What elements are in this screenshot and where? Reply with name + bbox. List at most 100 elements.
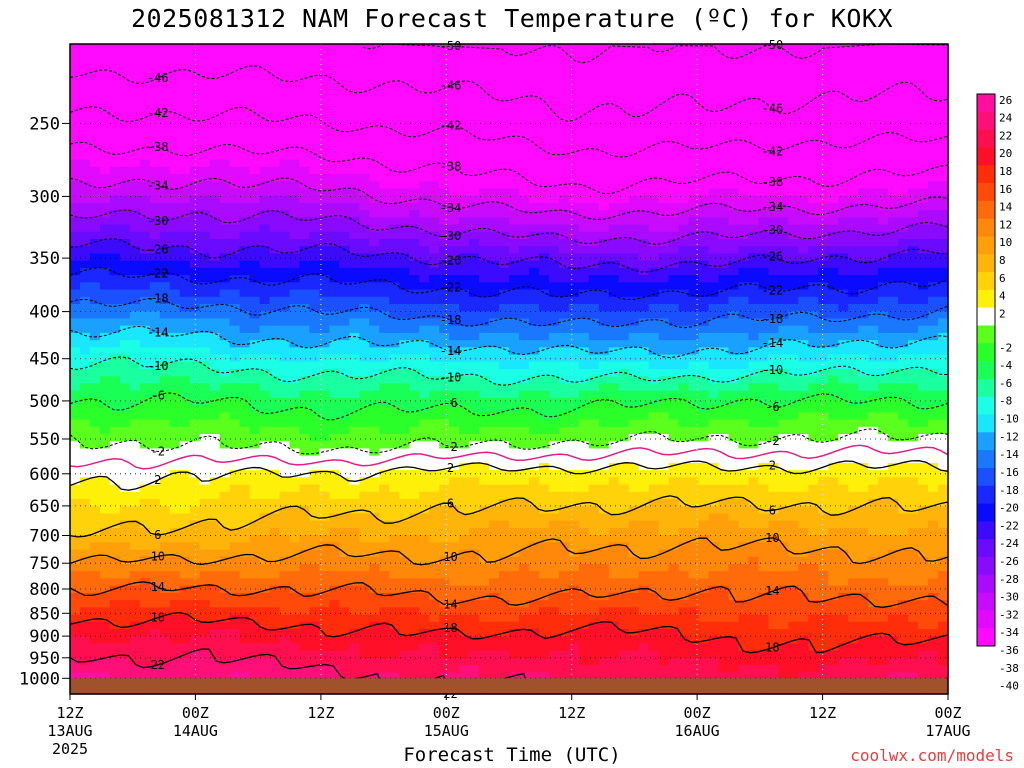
heatmap-cell bbox=[558, 484, 570, 493]
heatmap-cell bbox=[429, 174, 440, 182]
heatmap-cell bbox=[219, 419, 231, 428]
heatmap-cell bbox=[99, 202, 111, 211]
heatmap-cell bbox=[329, 549, 340, 558]
heatmap-cell bbox=[369, 116, 380, 125]
heatmap-cell bbox=[509, 585, 520, 594]
heatmap-cell bbox=[459, 527, 470, 536]
heatmap-cell bbox=[279, 455, 291, 464]
heatmap-cell bbox=[119, 58, 131, 67]
heatmap-cell bbox=[159, 51, 171, 60]
heatmap-cell bbox=[349, 650, 360, 659]
heatmap-cell bbox=[548, 311, 560, 320]
heatmap-cell bbox=[389, 195, 400, 204]
heatmap-cell bbox=[548, 51, 560, 60]
heatmap-cell bbox=[339, 477, 350, 486]
heatmap-cell bbox=[528, 246, 540, 255]
heatmap-cell bbox=[299, 325, 311, 334]
heatmap-cell bbox=[139, 477, 151, 486]
heatmap-cell bbox=[608, 152, 620, 161]
heatmap-cell bbox=[249, 80, 261, 88]
heatmap-cell bbox=[279, 607, 291, 616]
heatmap-cell bbox=[209, 470, 221, 478]
heatmap-cell bbox=[219, 621, 231, 630]
heatmap-cell bbox=[209, 571, 221, 580]
heatmap-cell bbox=[369, 470, 380, 478]
heatmap-cell bbox=[189, 174, 201, 182]
heatmap-cell bbox=[429, 340, 440, 348]
heatmap-cell bbox=[489, 390, 500, 399]
heatmap-cell bbox=[279, 657, 291, 666]
heatmap-cell bbox=[139, 116, 151, 125]
heatmap-cell bbox=[229, 80, 241, 88]
heatmap-cell bbox=[289, 477, 301, 486]
heatmap-cell bbox=[239, 347, 251, 356]
heatmap-cell bbox=[399, 621, 410, 630]
heatmap-cell bbox=[249, 506, 261, 515]
heatmap-cell bbox=[608, 549, 620, 558]
heatmap-cell bbox=[578, 275, 590, 283]
heatmap-cell bbox=[259, 535, 271, 543]
heatmap-cell bbox=[119, 564, 131, 572]
heatmap-cell bbox=[219, 58, 231, 67]
heatmap-cell bbox=[139, 318, 151, 327]
heatmap-cell bbox=[329, 260, 340, 269]
heatmap-cell bbox=[149, 188, 161, 197]
heatmap-cell bbox=[528, 58, 540, 67]
heatmap-cell bbox=[219, 527, 231, 536]
heatmap-cell bbox=[139, 152, 151, 161]
heatmap-cell bbox=[179, 390, 191, 399]
heatmap-cell bbox=[389, 159, 400, 168]
heatmap-cell bbox=[269, 195, 281, 204]
heatmap-cell bbox=[159, 542, 171, 551]
heatmap-cell bbox=[179, 549, 191, 558]
heatmap-cell bbox=[339, 434, 350, 442]
heatmap-cell bbox=[309, 181, 321, 190]
heatmap-cell bbox=[289, 325, 301, 334]
heatmap-cell bbox=[389, 556, 400, 565]
heatmap-cell bbox=[429, 629, 440, 637]
heatmap-cell bbox=[379, 311, 390, 320]
heatmap-cell bbox=[379, 491, 390, 500]
heatmap-cell bbox=[349, 369, 360, 377]
heatmap-cell bbox=[349, 87, 360, 96]
heatmap-cell bbox=[79, 564, 91, 572]
heatmap-cell bbox=[329, 484, 340, 493]
heatmap-cell bbox=[359, 520, 370, 529]
heatmap-cell bbox=[409, 340, 420, 348]
heatmap-cell bbox=[598, 332, 610, 341]
heatmap-cell bbox=[509, 397, 520, 406]
heatmap-cell bbox=[568, 665, 580, 673]
heatmap-cell bbox=[179, 607, 191, 616]
heatmap-cell bbox=[99, 672, 111, 681]
heatmap-cell bbox=[449, 58, 460, 67]
heatmap-cell bbox=[119, 304, 131, 312]
heatmap-cell bbox=[538, 239, 550, 247]
heatmap-cell bbox=[469, 600, 480, 608]
heatmap-cell bbox=[209, 123, 221, 132]
heatmap-cell bbox=[229, 491, 241, 500]
heatmap-cell bbox=[229, 145, 241, 153]
heatmap-cell bbox=[70, 152, 81, 161]
heatmap-cell bbox=[70, 174, 81, 182]
heatmap-cell bbox=[439, 311, 450, 320]
heatmap-cell bbox=[259, 376, 271, 385]
heatmap-cell bbox=[249, 650, 261, 659]
heatmap-cell bbox=[179, 347, 191, 356]
heatmap-cell bbox=[469, 448, 480, 457]
heatmap-cell bbox=[109, 607, 121, 616]
heatmap-cell bbox=[70, 607, 81, 616]
heatmap-cell bbox=[169, 549, 181, 558]
heatmap-cell bbox=[349, 564, 360, 572]
heatmap-cell bbox=[299, 58, 311, 67]
heatmap-cell bbox=[409, 202, 420, 211]
heatmap-cell bbox=[299, 289, 311, 298]
heatmap-cell bbox=[489, 58, 500, 67]
heatmap-cell bbox=[528, 65, 540, 74]
heatmap-cell bbox=[359, 123, 370, 132]
heatmap-cell bbox=[79, 614, 91, 623]
heatmap-cell bbox=[618, 174, 630, 182]
heatmap-cell bbox=[489, 289, 500, 298]
heatmap-cell bbox=[79, 94, 91, 103]
heatmap-cell bbox=[99, 448, 111, 457]
heatmap-cell bbox=[439, 657, 450, 666]
